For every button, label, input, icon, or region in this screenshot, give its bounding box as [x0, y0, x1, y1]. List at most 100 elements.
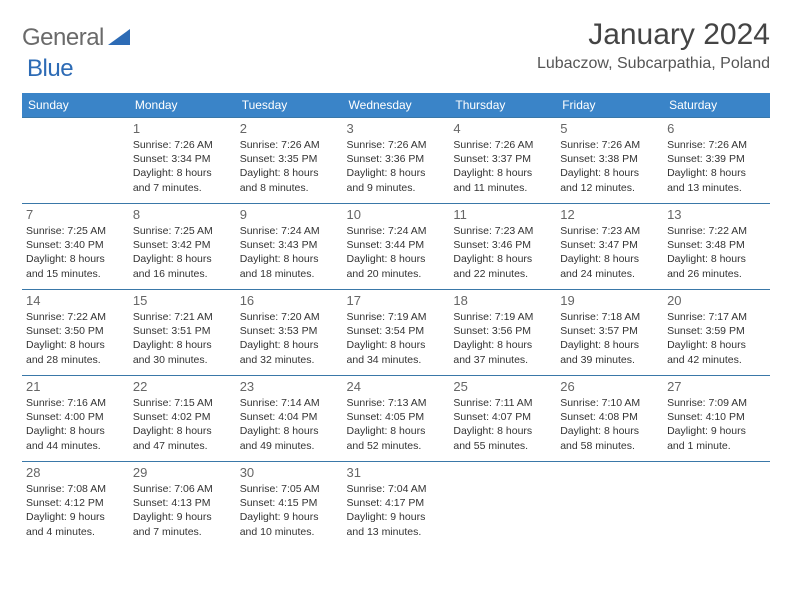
sunset-text: Sunset: 4:12 PM: [26, 496, 125, 510]
logo-text-blue: Blue: [27, 55, 73, 82]
calendar-day-cell: 2Sunrise: 7:26 AMSunset: 3:35 PMDaylight…: [236, 118, 343, 204]
sunrise-text: Sunrise: 7:08 AM: [26, 482, 125, 496]
weekday-header-row: SundayMondayTuesdayWednesdayThursdayFrid…: [22, 93, 770, 118]
calendar-day-cell: 14Sunrise: 7:22 AMSunset: 3:50 PMDayligh…: [22, 290, 129, 376]
day-info: Sunrise: 7:21 AMSunset: 3:51 PMDaylight:…: [133, 310, 232, 367]
sunset-text: Sunset: 3:42 PM: [133, 238, 232, 252]
calendar-day-cell: 3 Sunrise: 7:26 AMSunset: 3:36 PMDaylight…: [343, 118, 450, 204]
day-number: 15: [133, 293, 232, 308]
calendar-week-row: 28Sunrise: 7:08 AMSunset: 4:12 PMDayligh…: [22, 462, 770, 548]
day-number: 7: [26, 207, 125, 222]
sunrise-text: Sunrise: 7:09 AM: [667, 396, 766, 410]
calendar-day-cell: 5Sunrise: 7:26 AMSunset: 3:38 PMDaylight…: [556, 118, 663, 204]
sunrise-text: Sunrise: 7:19 AM: [347, 310, 446, 324]
daylight-text: Daylight: 8 hours and 30 minutes.: [133, 338, 232, 366]
daylight-text: Daylight: 8 hours and 18 minutes.: [240, 252, 339, 280]
day-info: Sunrise: 7:26 AMSunset: 3:34 PMDaylight:…: [133, 138, 232, 195]
sunrise-text: Sunrise: 7:23 AM: [560, 224, 659, 238]
sunset-text: Sunset: 3:46 PM: [453, 238, 552, 252]
day-number: 22: [133, 379, 232, 394]
day-number: 19: [560, 293, 659, 308]
sunrise-text: Sunrise: 7:20 AM: [240, 310, 339, 324]
daylight-text: Daylight: 8 hours and 34 minutes.: [347, 338, 446, 366]
calendar-day-cell: 21Sunrise: 7:16 AMSunset: 4:00 PMDayligh…: [22, 376, 129, 462]
sunrise-text: Sunrise: 7:15 AM: [133, 396, 232, 410]
weekday-header: Wednesday: [343, 93, 450, 118]
daylight-text: Daylight: 8 hours and 47 minutes.: [133, 424, 232, 452]
day-number: 3: [347, 121, 446, 136]
daylight-text: Daylight: 8 hours and 7 minutes.: [133, 166, 232, 194]
day-info: Sunrise: 7:18 AMSunset: 3:57 PMDaylight:…: [560, 310, 659, 367]
day-number: 30: [240, 465, 339, 480]
day-number: 1: [133, 121, 232, 136]
calendar-day-cell: 8Sunrise: 7:25 AMSunset: 3:42 PMDaylight…: [129, 204, 236, 290]
sunset-text: Sunset: 4:08 PM: [560, 410, 659, 424]
day-number: 4: [453, 121, 552, 136]
sunset-text: Sunset: 3:50 PM: [26, 324, 125, 338]
calendar-day-cell: 25Sunrise: 7:11 AMSunset: 4:07 PMDayligh…: [449, 376, 556, 462]
daylight-text: Daylight: 8 hours and 44 minutes.: [26, 424, 125, 452]
day-info: Sunrise: 7:26 AMSunset: 3:36 PMDaylight:…: [347, 138, 446, 195]
day-number: 21: [26, 379, 125, 394]
day-info: Sunrise: 7:23 AMSunset: 3:46 PMDaylight:…: [453, 224, 552, 281]
day-info: Sunrise: 7:05 AMSunset: 4:15 PMDaylight:…: [240, 482, 339, 539]
daylight-text: Daylight: 8 hours and 11 minutes.: [453, 166, 552, 194]
sunrise-text: Sunrise: 7:05 AM: [240, 482, 339, 496]
day-info: Sunrise: 7:22 AMSunset: 3:50 PMDaylight:…: [26, 310, 125, 367]
daylight-text: Daylight: 8 hours and 8 minutes.: [240, 166, 339, 194]
calendar-day-cell: 29Sunrise: 7:06 AMSunset: 4:13 PMDayligh…: [129, 462, 236, 548]
sunrise-text: Sunrise: 7:04 AM: [347, 482, 446, 496]
sunset-text: Sunset: 3:37 PM: [453, 152, 552, 166]
sunrise-text: Sunrise: 7:24 AM: [240, 224, 339, 238]
sunset-text: Sunset: 3:39 PM: [667, 152, 766, 166]
daylight-text: Daylight: 8 hours and 49 minutes.: [240, 424, 339, 452]
day-number: 26: [560, 379, 659, 394]
daylight-text: Daylight: 9 hours and 4 minutes.: [26, 510, 125, 538]
daylight-text: Daylight: 8 hours and 13 minutes.: [667, 166, 766, 194]
calendar-day-cell: 10Sunrise: 7:24 AMSunset: 3:44 PMDayligh…: [343, 204, 450, 290]
daylight-text: Daylight: 8 hours and 58 minutes.: [560, 424, 659, 452]
day-info: Sunrise: 7:26 AMSunset: 3:37 PMDaylight:…: [453, 138, 552, 195]
sunset-text: Sunset: 3:35 PM: [240, 152, 339, 166]
day-info: Sunrise: 7:08 AMSunset: 4:12 PMDaylight:…: [26, 482, 125, 539]
daylight-text: Daylight: 9 hours and 10 minutes.: [240, 510, 339, 538]
sunset-text: Sunset: 3:53 PM: [240, 324, 339, 338]
sunset-text: Sunset: 4:02 PM: [133, 410, 232, 424]
daylight-text: Daylight: 9 hours and 7 minutes.: [133, 510, 232, 538]
daylight-text: Daylight: 8 hours and 55 minutes.: [453, 424, 552, 452]
day-info: Sunrise: 7:26 AMSunset: 3:39 PMDaylight:…: [667, 138, 766, 195]
day-info: Sunrise: 7:22 AMSunset: 3:48 PMDaylight:…: [667, 224, 766, 281]
daylight-text: Daylight: 8 hours and 32 minutes.: [240, 338, 339, 366]
calendar-day-cell: 7Sunrise: 7:25 AMSunset: 3:40 PMDaylight…: [22, 204, 129, 290]
calendar-table: SundayMondayTuesdayWednesdayThursdayFrid…: [22, 93, 770, 548]
sunset-text: Sunset: 4:13 PM: [133, 496, 232, 510]
day-number: 5: [560, 121, 659, 136]
calendar-day-cell: 20Sunrise: 7:17 AMSunset: 3:59 PMDayligh…: [663, 290, 770, 376]
day-info: Sunrise: 7:19 AMSunset: 3:56 PMDaylight:…: [453, 310, 552, 367]
calendar-empty-cell: [449, 462, 556, 548]
daylight-text: Daylight: 8 hours and 20 minutes.: [347, 252, 446, 280]
calendar-week-row: 14Sunrise: 7:22 AMSunset: 3:50 PMDayligh…: [22, 290, 770, 376]
day-number: 16: [240, 293, 339, 308]
month-title: January 2024: [537, 18, 770, 52]
sunrise-text: Sunrise: 7:26 AM: [240, 138, 339, 152]
calendar-day-cell: 24Sunrise: 7:13 AMSunset: 4:05 PMDayligh…: [343, 376, 450, 462]
day-info: Sunrise: 7:17 AMSunset: 3:59 PMDaylight:…: [667, 310, 766, 367]
sunset-text: Sunset: 3:57 PM: [560, 324, 659, 338]
sunrise-text: Sunrise: 7:18 AM: [560, 310, 659, 324]
daylight-text: Daylight: 8 hours and 52 minutes.: [347, 424, 446, 452]
day-number: 6: [667, 121, 766, 136]
day-info: Sunrise: 7:14 AMSunset: 4:04 PMDaylight:…: [240, 396, 339, 453]
weekday-header: Friday: [556, 93, 663, 118]
calendar-day-cell: 6 Sunrise: 7:26 AMSunset: 3:39 PMDaylight…: [663, 118, 770, 204]
calendar-day-cell: 18Sunrise: 7:19 AMSunset: 3:56 PMDayligh…: [449, 290, 556, 376]
calendar-week-row: 7Sunrise: 7:25 AMSunset: 3:40 PMDaylight…: [22, 204, 770, 290]
sunrise-text: Sunrise: 7:26 AM: [667, 138, 766, 152]
day-info: Sunrise: 7:13 AMSunset: 4:05 PMDaylight:…: [347, 396, 446, 453]
day-info: Sunrise: 7:10 AMSunset: 4:08 PMDaylight:…: [560, 396, 659, 453]
day-info: Sunrise: 7:19 AMSunset: 3:54 PMDaylight:…: [347, 310, 446, 367]
calendar-day-cell: 23Sunrise: 7:14 AMSunset: 4:04 PMDayligh…: [236, 376, 343, 462]
calendar-day-cell: 17Sunrise: 7:19 AMSunset: 3:54 PMDayligh…: [343, 290, 450, 376]
sunset-text: Sunset: 4:17 PM: [347, 496, 446, 510]
day-number: 12: [560, 207, 659, 222]
